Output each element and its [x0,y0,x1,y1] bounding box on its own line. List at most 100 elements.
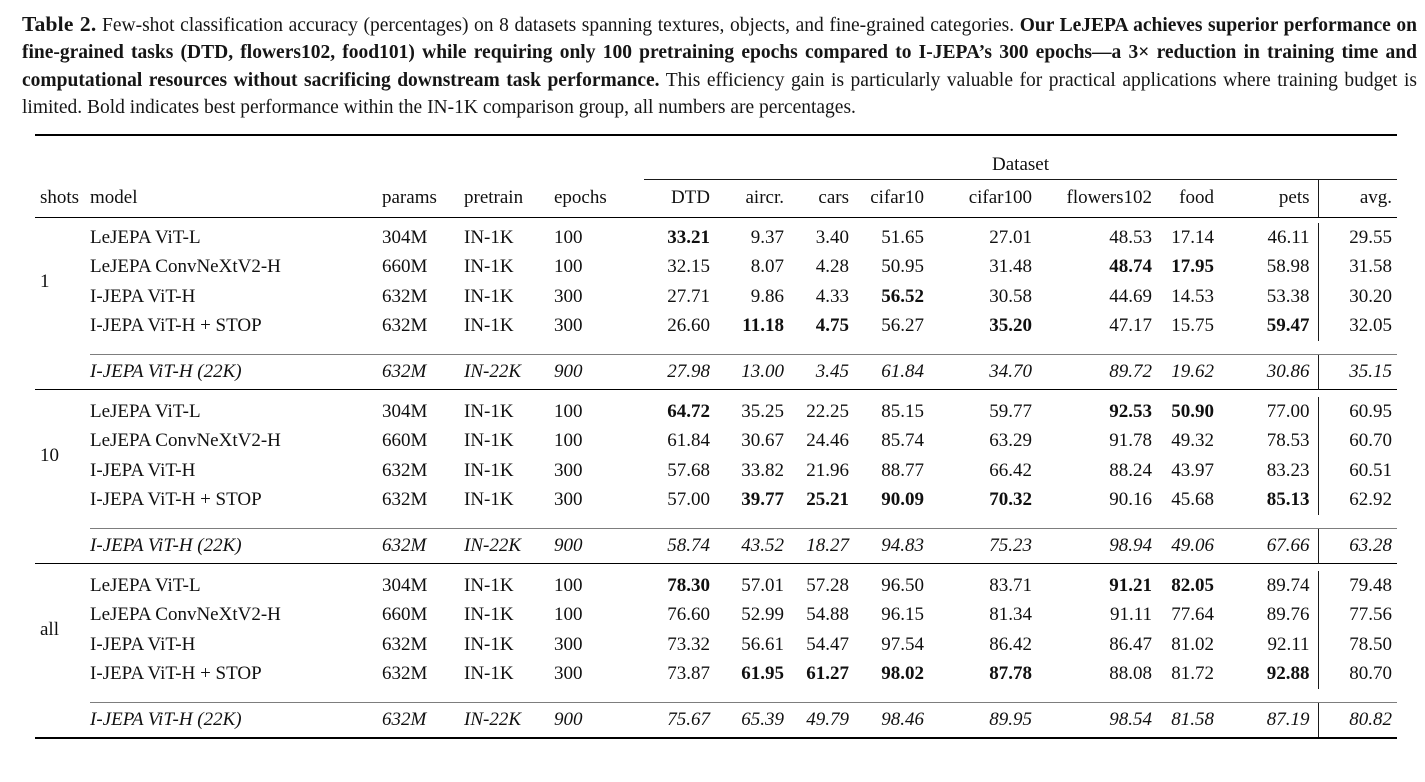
table-row: I-JEPA ViT-H 632M IN-1K 300 57.68 33.82 21.96 8… [35,455,1398,486]
col-header-model: model [90,179,382,218]
params-cell: 632M [382,459,428,481]
model-cell: LeJEPA ConvNeXtV2-H [90,604,281,626]
col-header-aircr: aircr. [718,179,792,218]
score-cell: 13.00 [741,360,784,382]
avg-cell: 30.20 [1317,281,1398,312]
pretrain-cell: IN-1K [464,574,514,596]
score-cell: 90.16 [1109,489,1152,511]
pretrain-cell: IN-1K [464,285,514,307]
score-cell: 82.05 [1171,574,1214,596]
score-cell: 56.27 [881,315,924,337]
params-cell: 632M [382,360,427,382]
col-header-shots: shots [35,179,90,218]
rule-gap-cell [35,341,90,355]
params-cell: 632M [382,315,428,337]
col-header-cifar100: cifar100 [932,179,1040,218]
score-cell: 81.58 [1171,708,1214,730]
epochs-cell: 300 [554,459,583,481]
score-cell: 24.46 [806,430,849,452]
col-header-pretrain: pretrain [464,179,554,218]
table-row: I-JEPA ViT-H + STOP 632M IN-1K 300 57.00 39.7… [35,485,1398,515]
avg-cell: 60.70 [1317,426,1398,456]
table-caption: Table 2. Few-shot classification accurac… [22,9,1417,122]
score-cell: 98.02 [881,663,924,685]
pretrain-cell: IN-1K [464,489,514,511]
dataset-span-filler [35,133,644,180]
pretrain-cell: IN-22K [464,708,521,730]
pretrain-cell: IN-1K [464,663,514,685]
dataset-group-header: Dataset [644,133,1398,180]
score-cell: 98.46 [881,708,924,730]
score-cell: 89.95 [989,708,1032,730]
params-cell: 632M [382,285,428,307]
score-cell: 89.72 [1109,360,1152,382]
epochs-cell: 300 [554,315,583,337]
score-cell: 31.48 [989,256,1032,278]
score-cell: 30.86 [1266,360,1310,382]
bottom-rule-row [35,736,1398,743]
score-cell: 86.42 [989,633,1032,655]
epochs-cell: 300 [554,285,583,307]
model-cell: I-JEPA ViT-H (22K) [90,534,242,556]
score-cell: 98.54 [1109,708,1152,730]
score-cell: 19.62 [1171,360,1214,382]
score-cell: 76.60 [667,604,710,626]
params-cell: 304M [382,226,428,248]
score-cell: 81.34 [989,604,1032,626]
table-row: I-JEPA ViT-H 632M IN-1K 300 27.71 9.86 4.33 56.… [35,281,1398,312]
score-cell: 18.27 [806,534,849,556]
score-cell: 46.11 [1267,226,1310,248]
score-cell: 30.58 [989,285,1032,307]
score-cell: 77.64 [1171,604,1214,626]
score-cell: 88.24 [1109,459,1152,481]
score-cell: 56.61 [741,633,784,655]
column-header-row: shots model params pretrain epochs DTD a… [35,179,1398,218]
score-cell: 49.79 [806,708,849,730]
score-cell: 52.99 [741,604,784,626]
score-cell: 49.06 [1171,534,1214,556]
col-header-dtd: DTD [644,179,718,218]
col-header-avg: avg. [1317,179,1398,218]
score-cell: 75.67 [667,708,710,730]
col-header-flowers102: flowers102 [1040,179,1160,218]
table-row: I-JEPA ViT-H 632M IN-1K 300 73.32 56.61 54.47 9… [35,629,1398,660]
score-cell: 81.72 [1171,663,1214,685]
group-divider-row [35,388,1398,397]
caption-tail: This efficiency gain is particularly val… [22,69,1417,119]
shots-cell: 1 [40,270,50,292]
score-cell: 66.42 [989,459,1032,481]
params-cell: 632M [382,489,428,511]
score-cell: 53.38 [1266,285,1310,307]
avg-cell: 63.28 [1317,528,1398,564]
score-cell: 11.18 [742,315,784,337]
score-cell: 54.47 [806,633,849,655]
score-cell: 83.23 [1266,459,1310,481]
score-cell: 51.65 [881,226,924,248]
score-cell: 26.60 [667,315,710,337]
score-cell: 9.37 [750,226,784,248]
partial-rule-row [35,688,1398,703]
avg-cell: 62.92 [1317,485,1398,515]
epochs-cell: 100 [554,430,583,452]
partial-rule [90,514,1398,529]
pretrain-cell: IN-1K [464,430,514,452]
avg-cell: 79.48 [1317,570,1398,601]
pretrain-cell: IN-1K [464,226,514,248]
avg-cell: 60.51 [1317,455,1398,486]
score-cell: 48.74 [1109,256,1152,278]
score-cell: 47.17 [1109,315,1152,337]
score-cell: 56.52 [881,285,924,307]
score-cell: 21.96 [806,459,849,481]
score-cell: 30.67 [741,430,784,452]
pretrain-cell: IN-1K [464,633,514,655]
table-row: I-JEPA ViT-H + STOP 632M IN-1K 300 26.60 11.1… [35,311,1398,341]
score-cell: 25.21 [806,489,849,511]
score-cell: 9.86 [750,285,784,307]
params-cell: 632M [382,663,428,685]
epochs-cell: 300 [554,489,583,511]
score-cell: 87.78 [989,663,1032,685]
score-cell: 61.27 [806,663,849,685]
score-cell: 86.47 [1109,633,1152,655]
score-cell: 63.29 [989,430,1032,452]
score-cell: 75.23 [989,534,1032,556]
